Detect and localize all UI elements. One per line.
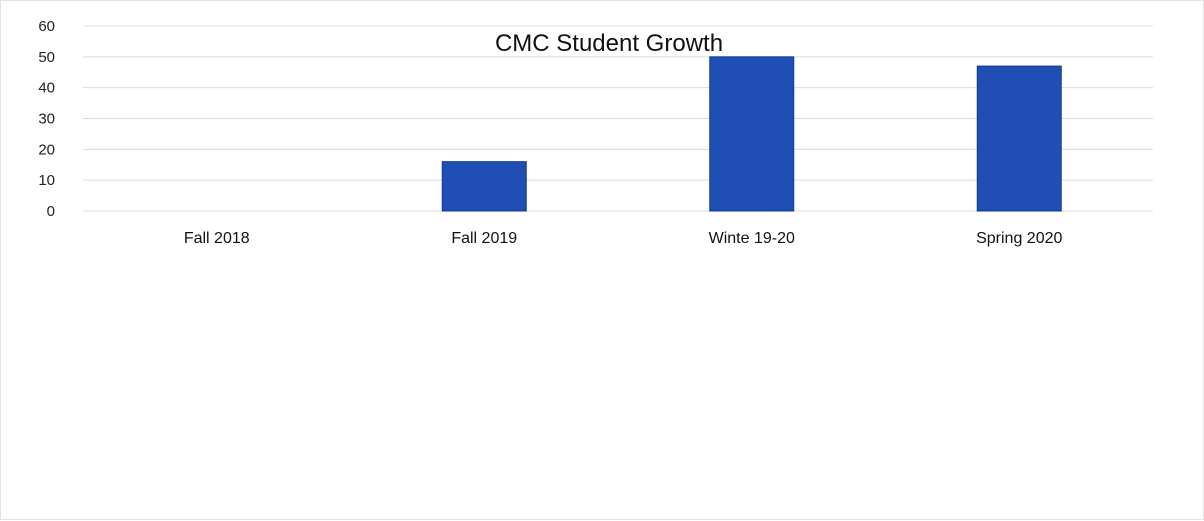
y-axis-ticks: 0 10 20 30 40 50 60 [38,18,55,220]
y-tick-label: 60 [38,18,55,35]
y-tick-label: 10 [38,172,55,189]
bar-fall-2019 [441,161,527,212]
bar-winte-19-20 [709,56,795,212]
x-tick-label: Spring 2020 [976,230,1062,247]
x-axis-labels: Fall 2018 Fall 2019 Winte 19-20 Spring 2020 [184,230,1063,247]
x-tick-label: Fall 2018 [184,230,250,247]
y-tick-label: 30 [38,111,55,128]
bar-spring-2020 [976,65,1062,212]
bars [441,56,1062,212]
y-tick-label: 40 [38,80,55,97]
chart-title: CMC Student Growth [495,30,723,57]
gridlines [83,25,1153,212]
y-tick-label: 20 [38,141,55,158]
x-tick-label: Fall 2019 [451,230,517,247]
y-tick-label: 50 [38,49,55,66]
x-tick-label: Winte 19-20 [709,230,795,247]
y-tick-label: 0 [47,203,55,220]
